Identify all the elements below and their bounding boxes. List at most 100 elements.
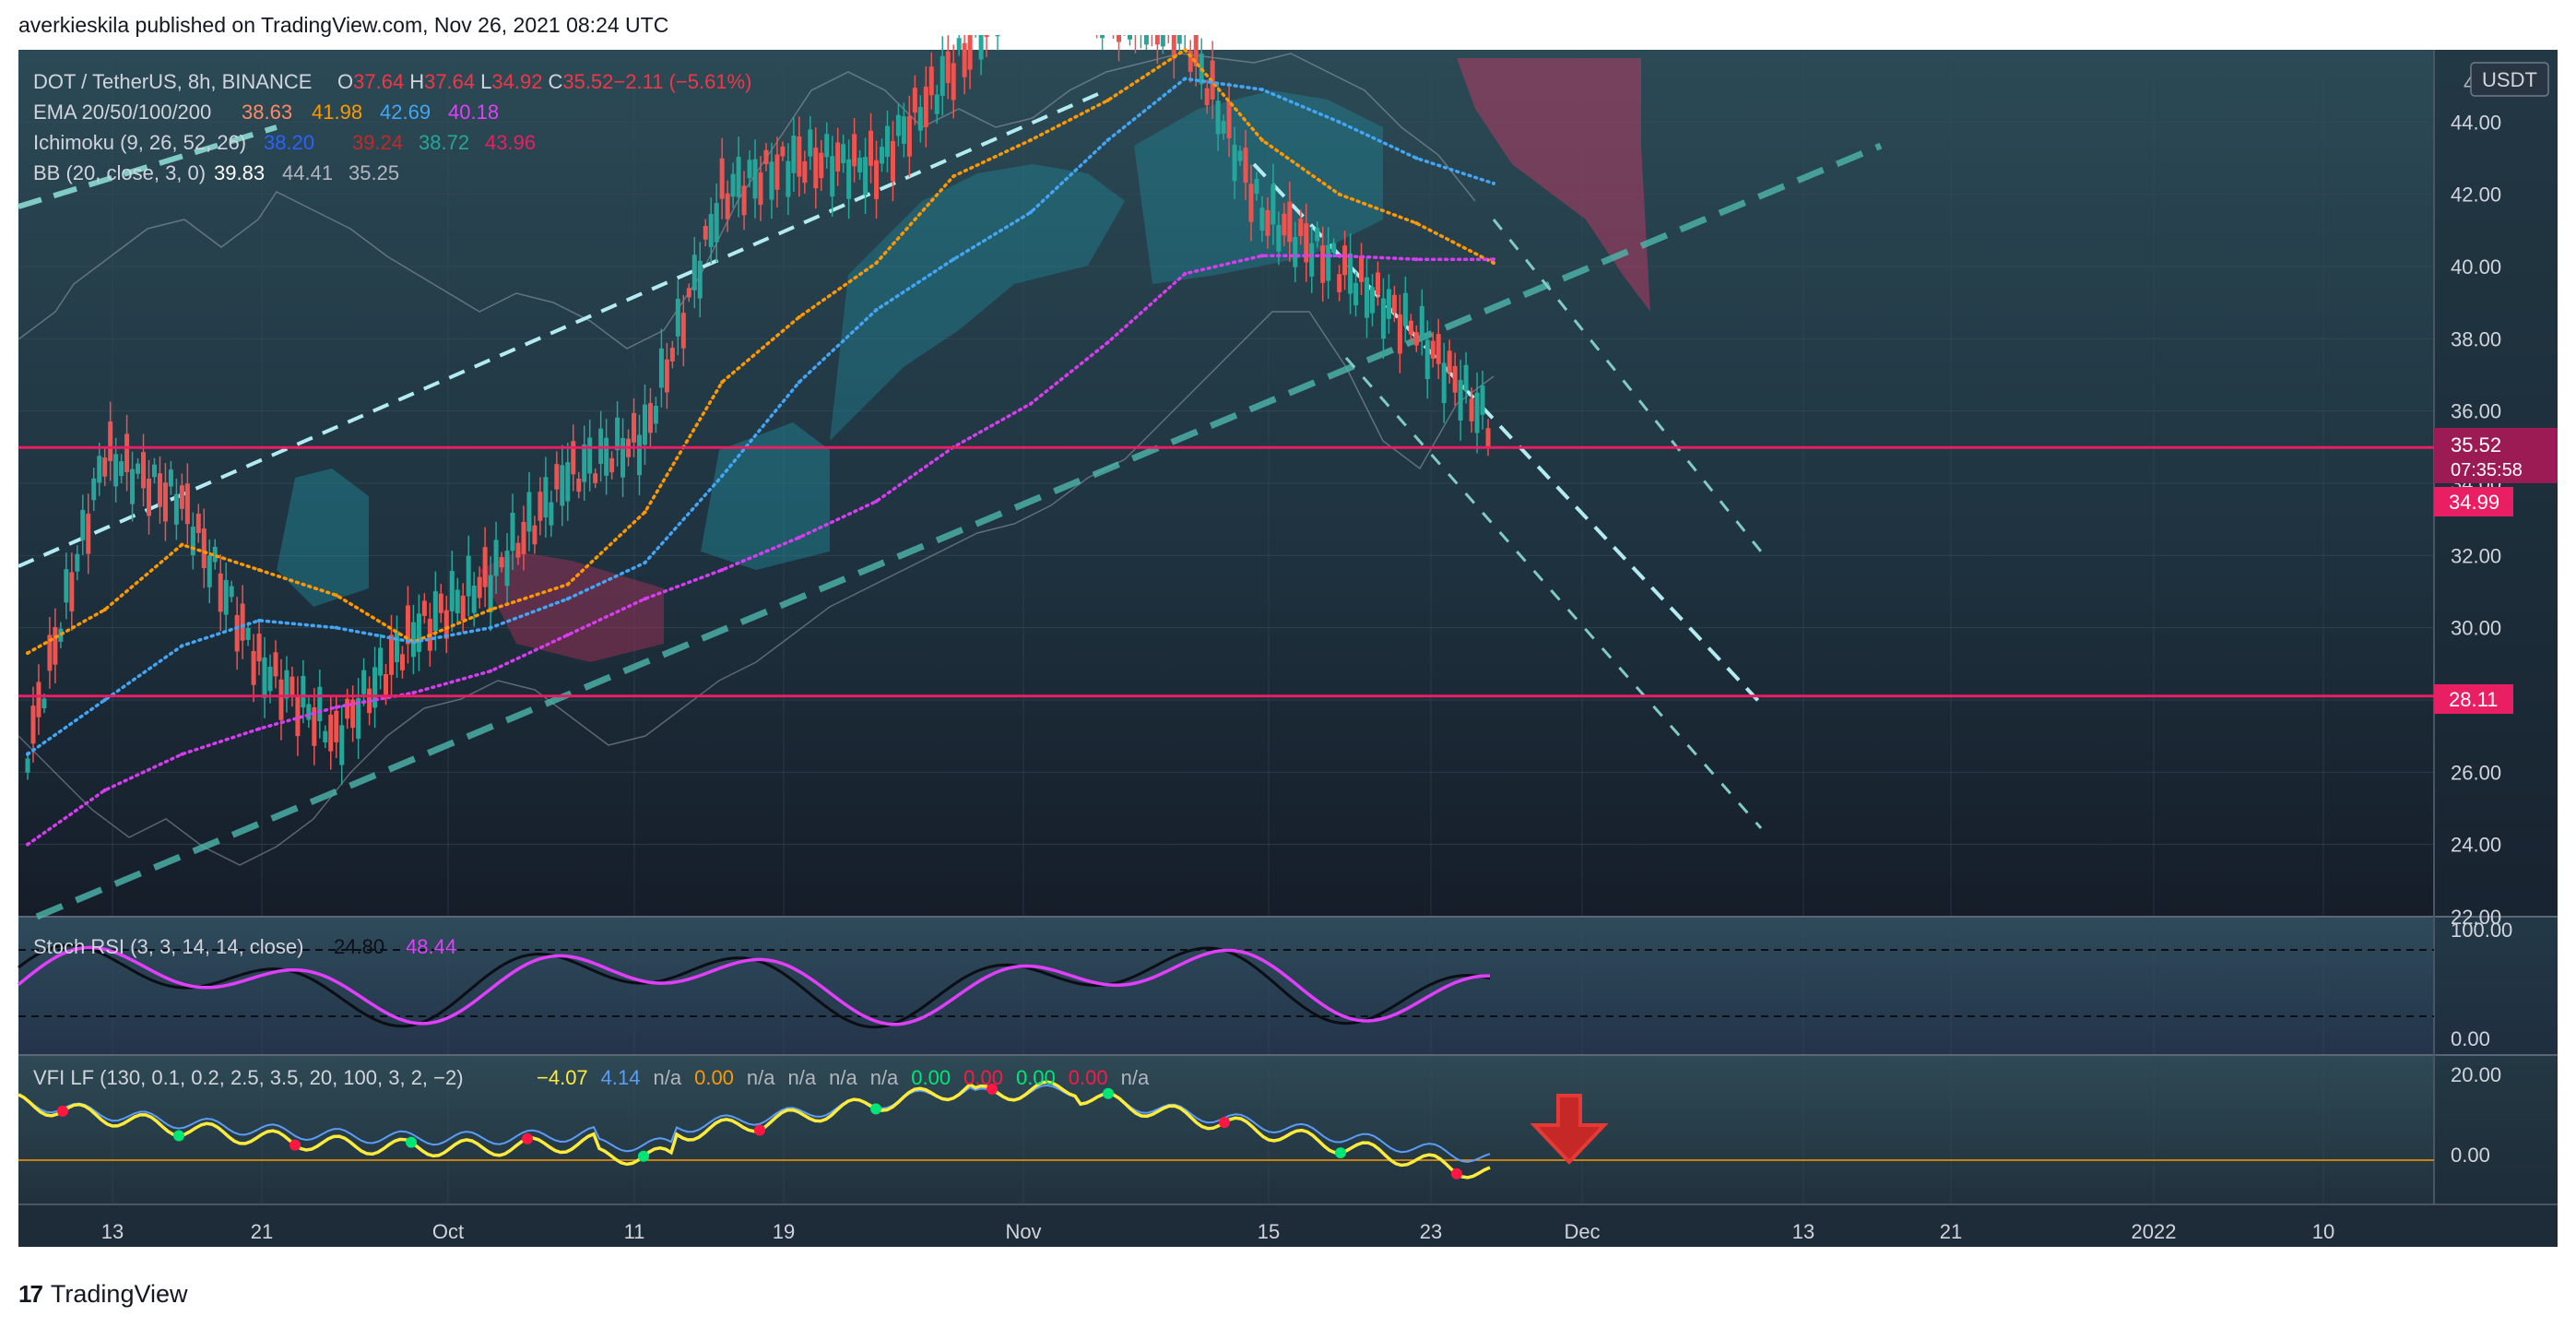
candle-body <box>1359 255 1365 282</box>
ichimoku-base-value: 39.24 <box>352 131 403 154</box>
tradingview-footer: 17 TradingView <box>18 1280 188 1309</box>
series-point <box>874 499 879 504</box>
series-point <box>643 510 647 515</box>
candle-body <box>306 704 312 720</box>
candle-body <box>405 605 410 645</box>
vfi-signal-dot <box>57 1105 68 1117</box>
series-point <box>643 561 647 565</box>
candle-body <box>923 86 928 127</box>
series-point <box>1414 221 1419 225</box>
price-axis-bg <box>2434 50 2558 1204</box>
candle-body <box>173 493 179 525</box>
ichimoku-conversion-value: 38.20 <box>264 131 314 154</box>
currency-badge-bg[interactable] <box>2470 62 2549 97</box>
stoch-axis-low: 0.00 <box>2451 1027 2490 1050</box>
main-pane-bg <box>18 50 2558 931</box>
candle-body <box>80 509 86 540</box>
candle-body <box>951 63 956 101</box>
vfi-value: n/a <box>1121 1066 1150 1089</box>
candle-body <box>218 573 223 612</box>
candle-body <box>1293 237 1298 267</box>
candle-body <box>1254 179 1259 194</box>
candle-body <box>1348 253 1353 294</box>
time-tick-label: 10 <box>2312 1220 2334 1243</box>
candle-body <box>774 154 780 190</box>
candle-body <box>290 676 295 697</box>
bb-legend-name[interactable]: BB (20, close, 3, 0) <box>33 161 206 184</box>
bar-countdown: 07:35:58 <box>2451 460 2523 480</box>
time-tick-label: 21 <box>1940 1220 1962 1243</box>
series-point <box>1183 77 1188 81</box>
candle-body <box>703 225 708 240</box>
candle-body <box>642 404 647 445</box>
series-point <box>489 608 493 612</box>
candle-body <box>389 634 395 675</box>
candle-body <box>1380 298 1386 339</box>
stoch-legend: Stoch RSI (3, 3, 14, 14, close) 24.80 48… <box>33 935 456 958</box>
ichimoku-legend-name[interactable]: Ichimoku (9, 26, 52, 26) <box>33 131 246 154</box>
vfi-value: −4.07 <box>537 1066 588 1089</box>
candle-body <box>162 482 168 522</box>
candle-body <box>813 148 819 189</box>
candle-body <box>1353 282 1359 306</box>
candle-body <box>582 444 587 482</box>
price-tick-label: 30.00 <box>2451 617 2501 640</box>
vfi-legend-name[interactable]: VFI LF (130, 0.1, 0.2, 2.5, 3.5, 20, 100… <box>33 1066 464 1089</box>
bollinger-bands <box>18 53 1495 866</box>
candle-body <box>863 157 869 196</box>
candle-body <box>130 468 136 504</box>
candle-body <box>262 657 267 698</box>
candle-body <box>747 160 752 179</box>
vfi-value: n/a <box>829 1066 857 1089</box>
candle-body <box>1436 334 1441 364</box>
candle-body <box>1276 224 1282 252</box>
series-point <box>102 698 107 702</box>
ema-legend-name[interactable]: EMA 20/50/100/200 <box>33 101 211 124</box>
candle-body <box>769 161 774 200</box>
candle-body <box>1309 243 1315 277</box>
candle-body <box>278 679 284 720</box>
stoch-d-line <box>17 945 1491 1026</box>
candle-body <box>1215 101 1221 135</box>
candle-body <box>151 464 157 478</box>
vfi-lines <box>18 1080 1491 1180</box>
ema-50-value: 41.98 <box>312 101 362 124</box>
symbol-title[interactable]: DOT / TetherUS, 8h, BINANCE <box>33 70 312 93</box>
chart-canvas[interactable]: 44.0042.0040.0038.0036.0034.0032.0030.00… <box>0 35 2576 1298</box>
series-point <box>180 644 184 648</box>
ema-100-value: 42.69 <box>380 101 431 124</box>
candle-body <box>763 149 769 165</box>
candle-body <box>504 551 510 587</box>
currency-badge[interactable]: USDT <box>2482 68 2537 91</box>
candle-body <box>1160 35 1165 47</box>
candle-body <box>53 627 58 665</box>
candle-body <box>399 654 405 670</box>
candle-body <box>543 477 549 518</box>
candle-body <box>234 614 240 652</box>
candle-body <box>168 469 173 487</box>
candle-body <box>1304 223 1309 263</box>
stoch-legend-name[interactable]: Stoch RSI (3, 3, 14, 14, close) <box>33 935 303 958</box>
candle-body <box>609 457 615 473</box>
candle-body <box>345 698 350 719</box>
vfi-signal-dot <box>173 1130 184 1142</box>
candle-body <box>758 172 763 206</box>
candle-body <box>1469 398 1474 421</box>
candle-body <box>284 670 290 699</box>
candle-body <box>719 158 725 199</box>
candle-body <box>730 173 736 197</box>
time-axis-ticks: 13 21 Oct 11 19 Nov 15 23 Dec 13 21 2022 10 <box>101 1220 2334 1243</box>
candle-body <box>267 666 273 692</box>
series-point <box>1183 48 1188 52</box>
candle-body <box>443 610 449 639</box>
candle-body <box>30 706 36 744</box>
vfi-signal-dot <box>1451 1168 1462 1180</box>
candle-body <box>928 66 934 96</box>
candle-body <box>945 51 951 84</box>
candle-body <box>995 35 1000 37</box>
candle-body <box>195 513 201 534</box>
vfi-value: n/a <box>654 1066 682 1089</box>
candle-body <box>108 421 113 461</box>
candle-body <box>956 38 962 51</box>
candle-body <box>207 555 212 587</box>
